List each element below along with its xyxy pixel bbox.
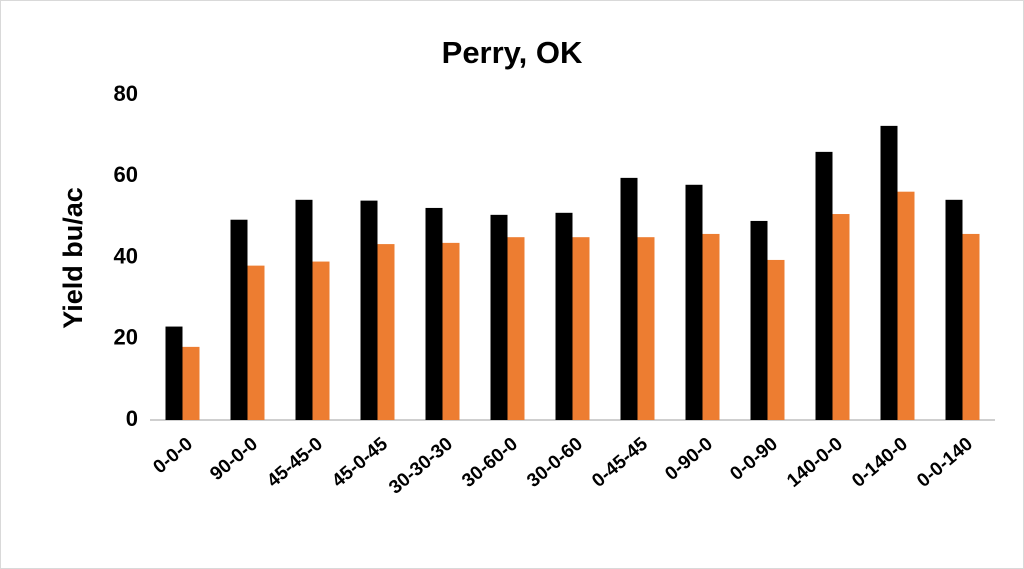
bar: [295, 199, 313, 420]
bar: [945, 199, 963, 420]
y-tick-label: 20: [114, 325, 138, 350]
y-tick-label: 60: [114, 162, 138, 187]
bar: [620, 177, 638, 420]
bar: [165, 326, 183, 420]
bar: [685, 184, 703, 420]
bar: [247, 265, 265, 420]
bar: [815, 151, 833, 420]
bar: [897, 191, 915, 420]
bar: [377, 244, 395, 420]
bar: [507, 237, 525, 420]
bar: [230, 219, 248, 420]
chart-title: Perry, OK: [442, 35, 583, 70]
y-tick-label: 40: [114, 243, 138, 268]
bar: [962, 233, 980, 420]
bar: [425, 207, 443, 420]
y-tick-label: 0: [126, 406, 138, 431]
y-axis-label: Yield bu/ac: [58, 187, 88, 329]
bar: [360, 200, 378, 420]
bar: [442, 242, 460, 420]
bar: [880, 125, 898, 420]
bar: [767, 259, 785, 420]
bar: [702, 233, 720, 420]
bar: [832, 214, 850, 420]
y-tick-label: 80: [114, 81, 138, 106]
bar: [572, 237, 590, 420]
bar: [182, 346, 200, 420]
bar: [750, 220, 768, 420]
bar: [555, 212, 573, 420]
bar: [637, 237, 655, 420]
bar: [490, 214, 508, 420]
bar: [312, 261, 330, 420]
